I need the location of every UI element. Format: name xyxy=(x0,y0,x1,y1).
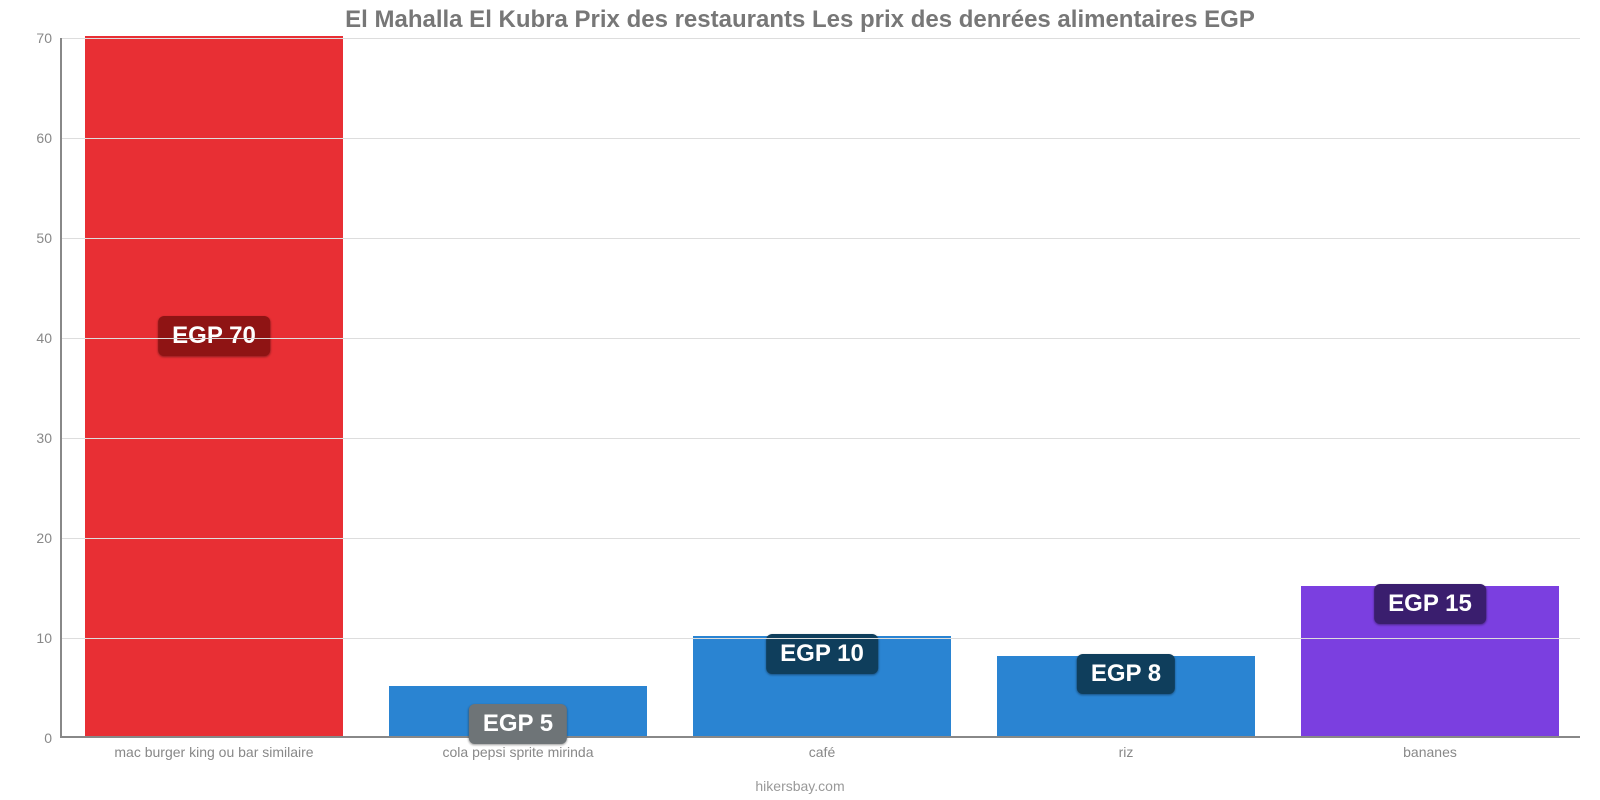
bar: EGP 15 xyxy=(1301,586,1559,736)
x-tick-label: mac burger king ou bar similaire xyxy=(114,744,313,760)
bars-layer: EGP 70 EGP 5 EGP 10 EGP 8 EGP 15 xyxy=(62,38,1580,736)
source-attribution: hikersbay.com xyxy=(0,778,1600,794)
bar: EGP 5 xyxy=(389,686,647,736)
gridline xyxy=(62,338,1580,339)
gridline xyxy=(62,538,1580,539)
x-tick-label: cola pepsi sprite mirinda xyxy=(443,744,594,760)
bar: EGP 70 xyxy=(85,36,343,736)
gridline xyxy=(62,438,1580,439)
y-tick-label: 30 xyxy=(36,430,62,446)
value-badge: EGP 15 xyxy=(1374,584,1486,624)
x-tick-label: bananes xyxy=(1403,744,1457,760)
y-tick-label: 50 xyxy=(36,230,62,246)
chart-title: El Mahalla El Kubra Prix des restaurants… xyxy=(0,6,1600,34)
chart-container: El Mahalla El Kubra Prix des restaurants… xyxy=(0,0,1600,800)
x-tick-label: riz xyxy=(1119,744,1134,760)
value-badge: EGP 70 xyxy=(158,316,270,356)
y-tick-label: 20 xyxy=(36,530,62,546)
y-tick-label: 0 xyxy=(44,730,62,746)
plot-area: EGP 70EGP 5EGP 10EGP 8EGP 15 mac burger … xyxy=(60,38,1580,738)
y-tick-label: 40 xyxy=(36,330,62,346)
gridline xyxy=(62,138,1580,139)
gridline xyxy=(62,638,1580,639)
bar: EGP 8 xyxy=(997,656,1255,736)
y-tick-label: 60 xyxy=(36,130,62,146)
gridline xyxy=(62,38,1580,39)
y-tick-label: 10 xyxy=(36,630,62,646)
y-tick-label: 70 xyxy=(36,30,62,46)
x-tick-label: café xyxy=(809,744,835,760)
value-badge: EGP 8 xyxy=(1077,654,1175,694)
value-badge: EGP 5 xyxy=(469,704,567,744)
value-badge: EGP 10 xyxy=(766,634,878,674)
gridline xyxy=(62,238,1580,239)
bar: EGP 10 xyxy=(693,636,951,736)
